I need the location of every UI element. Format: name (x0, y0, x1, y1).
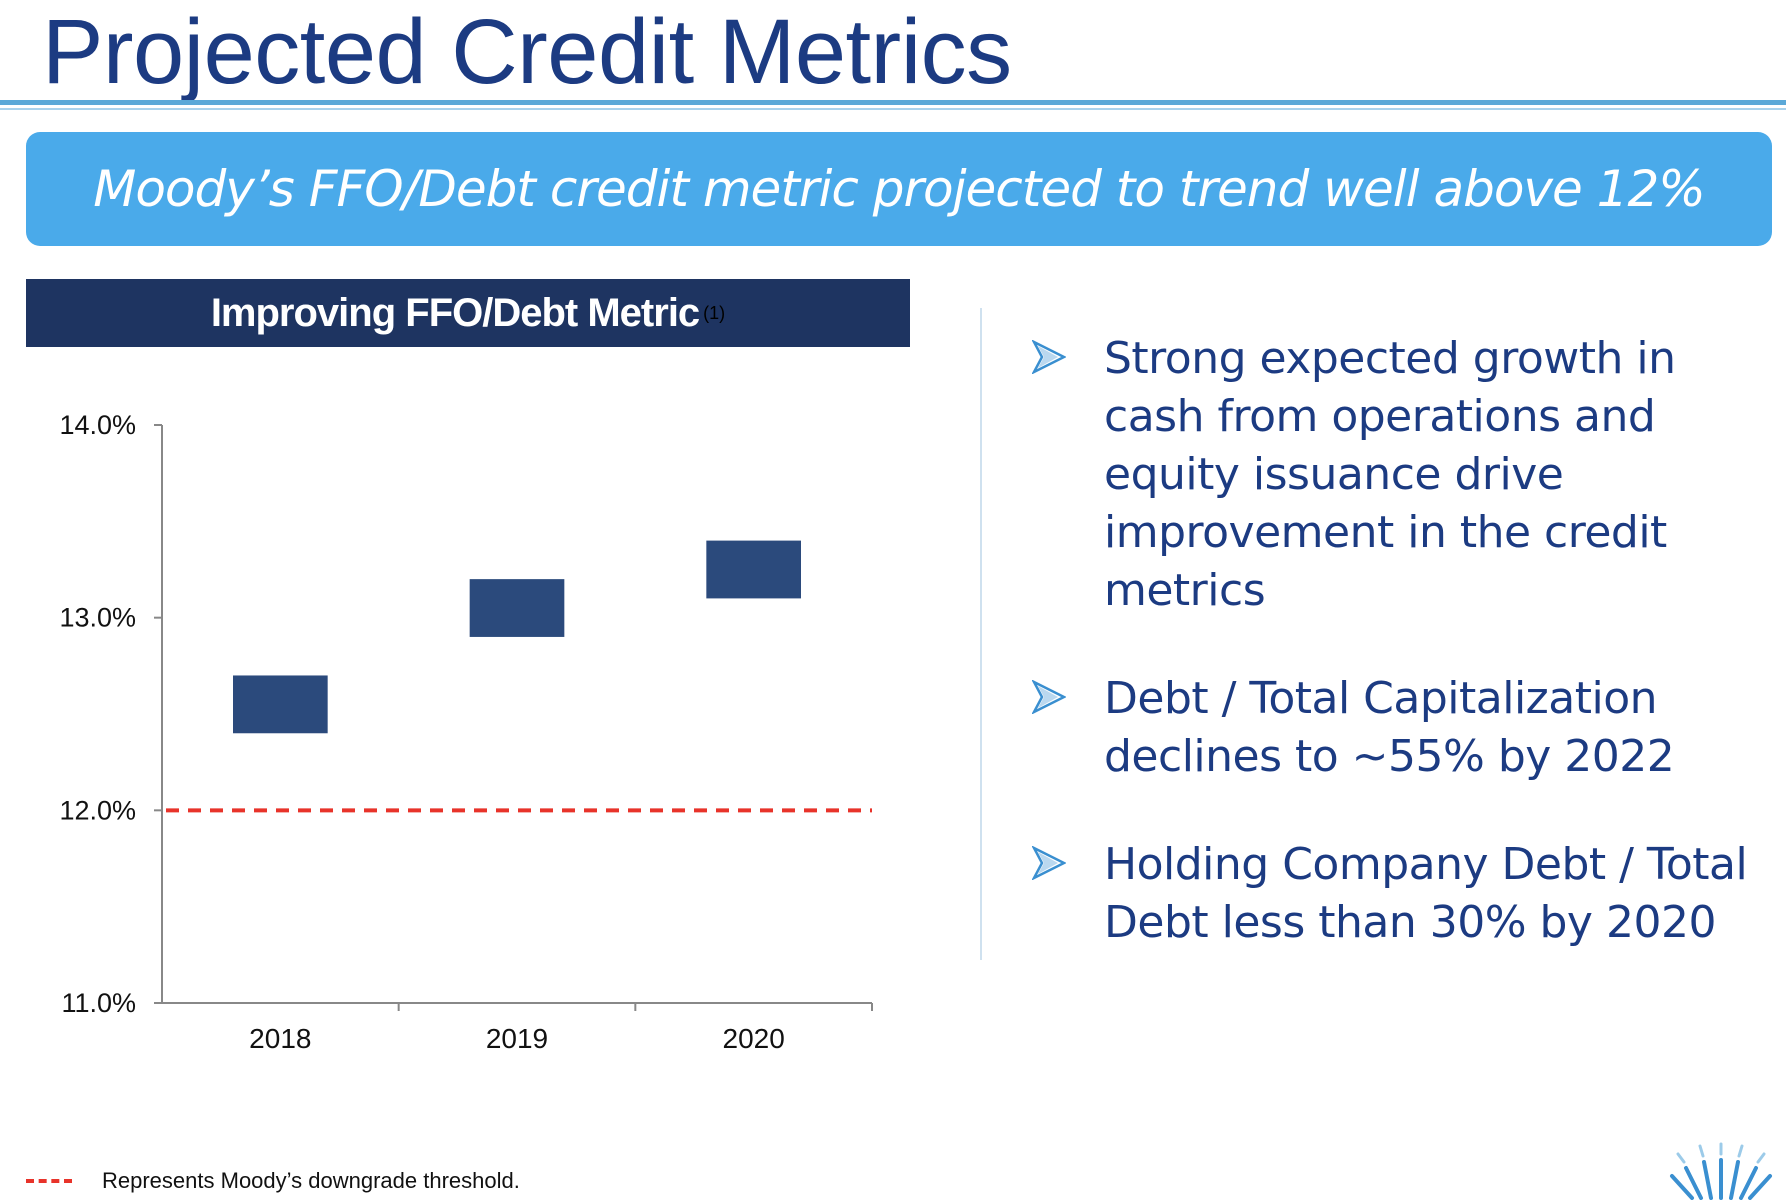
chart-panel-header: Improving FFO/Debt Metric (1) (26, 279, 910, 347)
y-tick-label: 11.0% (61, 988, 136, 1018)
footnote: Represents Moody’s downgrade threshold. (26, 1168, 520, 1194)
arrow-bullet-icon (1032, 846, 1066, 880)
headline-text: Moody’s FFO/Debt credit metric projected… (93, 160, 1706, 218)
bullet-item: Strong expected growth in cash from oper… (1030, 330, 1770, 620)
title-rule-light (0, 108, 1786, 110)
x-tick-label: 2019 (486, 1023, 548, 1054)
y-tick-label: 13.0% (59, 603, 136, 633)
x-tick-label: 2018 (249, 1023, 311, 1054)
bullet-list: Strong expected growth in cash from oper… (1030, 330, 1770, 1002)
ffo-debt-range-bar (706, 540, 801, 599)
bullet-text: Holding Company Debt / Total Debt less t… (1104, 839, 1748, 948)
page-title: Projected Credit Metrics (42, 1, 1012, 103)
chart-panel-title: Improving FFO/Debt Metric (210, 290, 700, 335)
threshold-legend-swatch (26, 1179, 72, 1183)
footnote-text: Represents Moody’s downgrade threshold. (102, 1168, 520, 1193)
arrow-bullet-icon (1032, 340, 1066, 374)
bullet-text: Strong expected growth in cash from oper… (1104, 333, 1676, 616)
panel-divider (980, 308, 982, 960)
ffo-debt-range-bar (469, 579, 565, 637)
arrow-bullet-icon (1032, 680, 1066, 714)
bullet-item: Debt / Total Capitalization declines to … (1030, 670, 1770, 786)
bullet-text: Debt / Total Capitalization declines to … (1104, 673, 1675, 782)
ffo-debt-chart: 11.0% 12.0% 13.0% 14.0% 2018 2019 2020 (59, 410, 873, 1054)
y-tick-label: 12.0% (59, 795, 136, 825)
x-tick-label: 2020 (723, 1023, 785, 1054)
footnote-marker: (1) (703, 302, 726, 323)
y-tick-label: 14.0% (59, 410, 136, 440)
ffo-debt-range-bar (233, 675, 328, 734)
headline-banner: Moody’s FFO/Debt credit metric projected… (26, 132, 1772, 246)
title-rule (0, 100, 1786, 105)
company-logo-icon (1670, 1142, 1772, 1200)
bullet-item: Holding Company Debt / Total Debt less t… (1030, 836, 1770, 952)
